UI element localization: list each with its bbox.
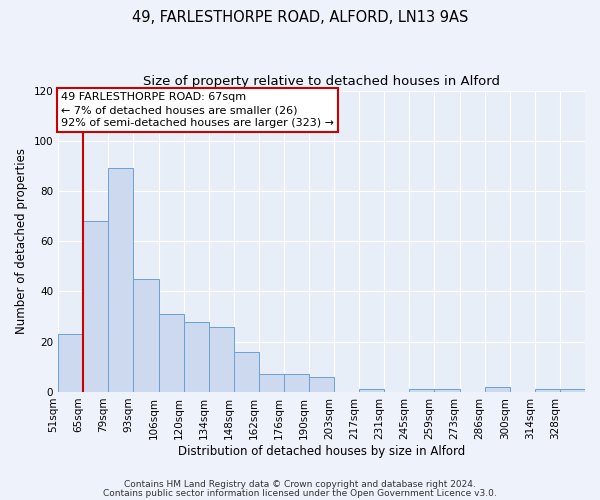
Title: Size of property relative to detached houses in Alford: Size of property relative to detached ho… xyxy=(143,75,500,88)
Bar xyxy=(184,322,209,392)
Text: 49 FARLESTHORPE ROAD: 67sqm
← 7% of detached houses are smaller (26)
92% of semi: 49 FARLESTHORPE ROAD: 67sqm ← 7% of deta… xyxy=(61,92,334,128)
Bar xyxy=(284,374,309,392)
Bar xyxy=(259,374,284,392)
Y-axis label: Number of detached properties: Number of detached properties xyxy=(15,148,28,334)
Bar xyxy=(409,390,434,392)
Bar xyxy=(109,168,133,392)
Text: 49, FARLESTHORPE ROAD, ALFORD, LN13 9AS: 49, FARLESTHORPE ROAD, ALFORD, LN13 9AS xyxy=(132,10,468,25)
Bar xyxy=(209,326,234,392)
Bar xyxy=(234,352,259,392)
Bar xyxy=(83,221,109,392)
Bar xyxy=(485,387,510,392)
Bar xyxy=(309,377,334,392)
Bar xyxy=(58,334,83,392)
Text: Contains HM Land Registry data © Crown copyright and database right 2024.: Contains HM Land Registry data © Crown c… xyxy=(124,480,476,489)
Bar xyxy=(133,279,158,392)
Bar xyxy=(158,314,184,392)
Bar xyxy=(560,390,585,392)
Bar xyxy=(359,390,385,392)
Text: Contains public sector information licensed under the Open Government Licence v3: Contains public sector information licen… xyxy=(103,488,497,498)
X-axis label: Distribution of detached houses by size in Alford: Distribution of detached houses by size … xyxy=(178,444,465,458)
Bar xyxy=(434,390,460,392)
Bar xyxy=(535,390,560,392)
